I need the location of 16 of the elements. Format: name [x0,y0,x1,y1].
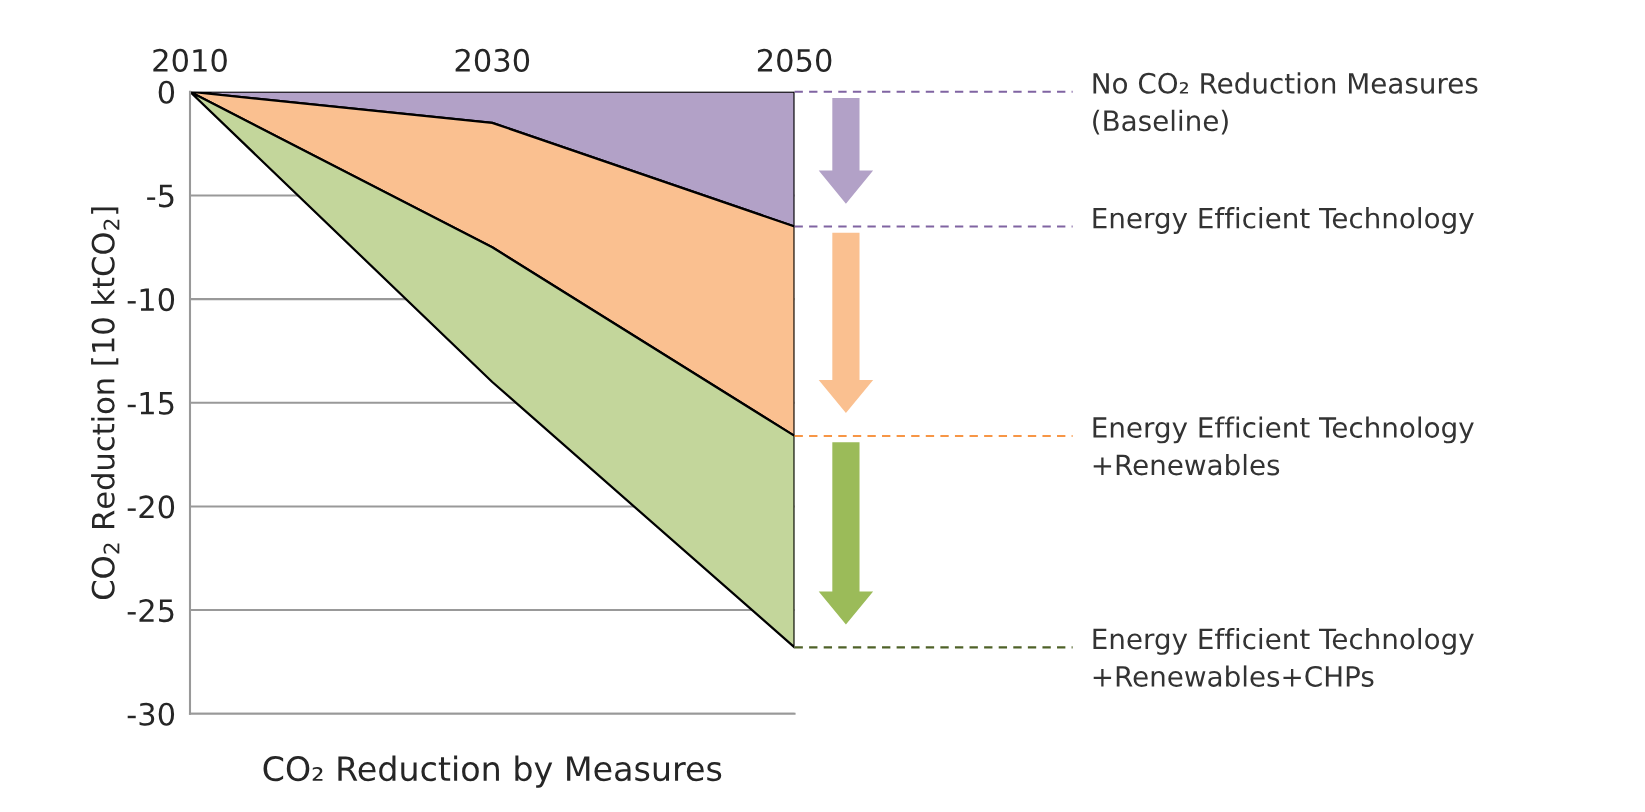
x-tick-label: 2030 [455,48,530,72]
y-tick-label: -25 [127,599,174,623]
y-tick-label: -5 [147,184,174,208]
x-tick-label: 2010 [153,48,227,72]
ref-line-label: No CO₂ Reduction Measures (Baseline) [1093,72,1478,135]
y-tick-label: -15 [127,392,174,415]
x-tick-label: 2050 [757,48,832,72]
x-axis-title: CO₂ Reduction by Measures [263,755,722,788]
ref-line-label: Energy Efficient Technology +Renewables [1093,416,1474,476]
y-tick-label: -10 [127,288,175,312]
ref-line-label: Energy Efficient Technology +Renewables+CHPs [1093,627,1474,687]
y-axis-title: CO$_{2}$ Reduction [10 ktCO$_{2}$] [91,207,120,600]
y-tick-label: -30 [127,702,175,726]
y-tick-label: 0 [158,80,175,104]
y-tick-label: -20 [127,495,175,519]
ref-line-label: Energy Efficient Technology [1093,207,1474,234]
